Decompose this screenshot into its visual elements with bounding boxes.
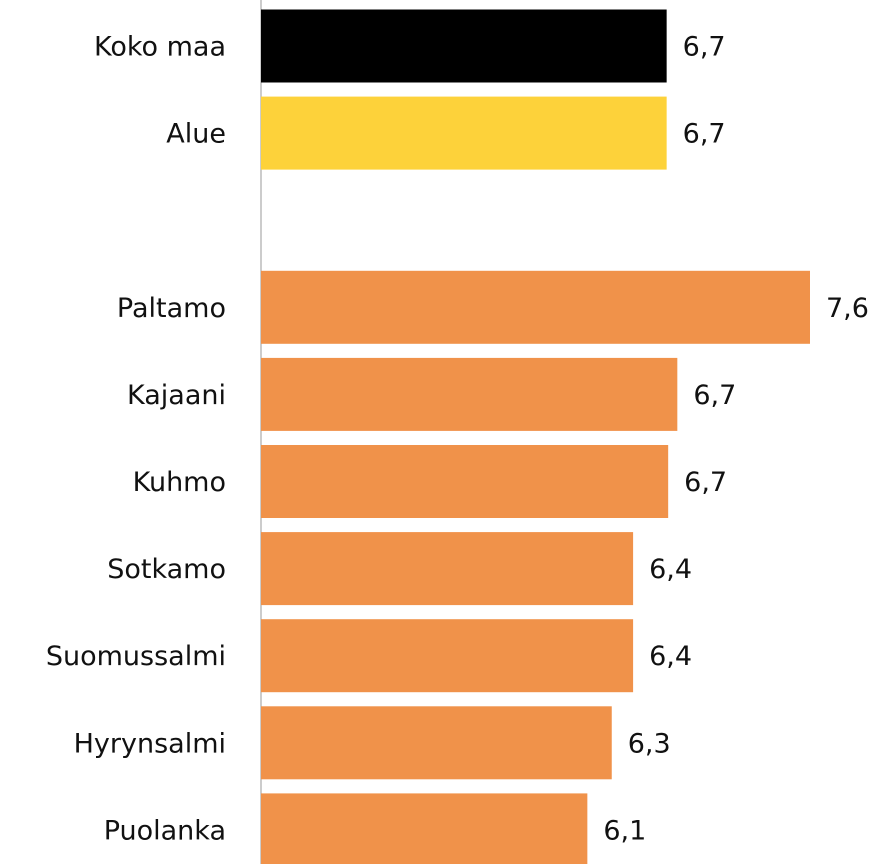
value-label: 7,6 [826, 293, 869, 324]
bar [261, 706, 612, 780]
bar [261, 532, 634, 606]
bar [261, 357, 678, 431]
category-label: Paltamo [117, 293, 226, 324]
category-label: Alue [166, 119, 226, 150]
category-label: Suomussalmi [46, 641, 226, 672]
value-label: 6,7 [684, 467, 727, 498]
value-label: 6,1 [603, 815, 646, 846]
category-label: Kajaani [127, 380, 226, 411]
bar [261, 96, 667, 170]
bar [261, 793, 588, 864]
bar [261, 270, 810, 344]
bar [261, 619, 634, 693]
category-label: Kuhmo [133, 467, 226, 498]
category-label: Koko maa [94, 32, 226, 63]
category-label: Puolanka [104, 815, 226, 846]
value-label: 6,4 [649, 641, 692, 672]
category-label: Hyrynsalmi [74, 728, 226, 759]
value-label: 6,7 [683, 32, 726, 63]
value-label: 6,4 [649, 554, 692, 585]
value-label: 6,3 [628, 728, 671, 759]
bar [261, 9, 667, 83]
value-label: 6,7 [693, 380, 736, 411]
bar [261, 445, 669, 518]
category-label: Sotkamo [107, 554, 226, 585]
value-label: 6,7 [683, 119, 726, 150]
